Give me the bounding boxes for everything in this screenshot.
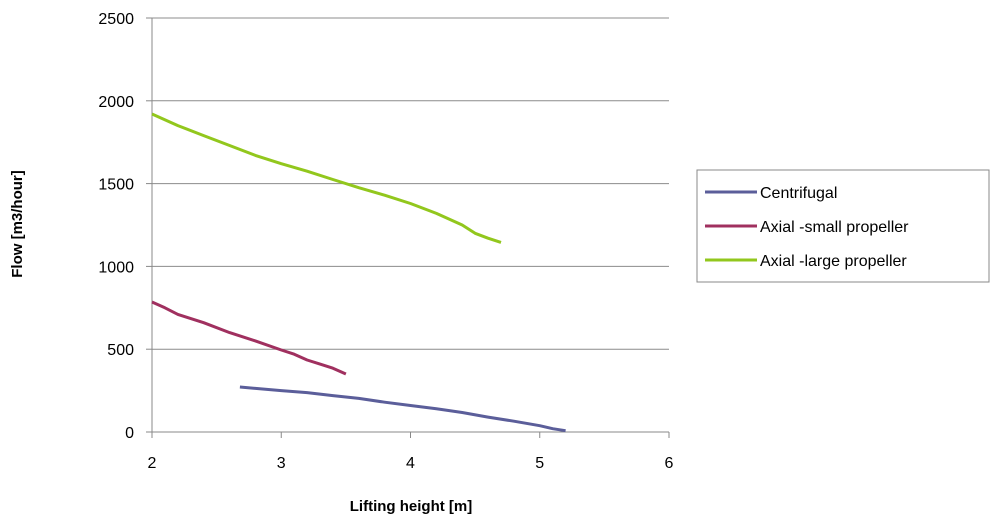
y-tick-label: 0 [125,425,134,442]
y-tick-label: 1500 [98,177,134,194]
x-tick-label: 3 [277,455,286,472]
x-axis-title: Lifting height [m] [350,498,472,515]
y-tick-label: 2500 [98,11,134,28]
x-tick-label: 4 [406,455,415,472]
x-tick-label: 2 [148,455,157,472]
legend-label: Axial -small propeller [760,219,909,236]
y-ticks: 0 500 1000 1500 2000 2500 [98,11,152,442]
series-lines [151,112,566,433]
y-tick-label: 500 [107,342,134,359]
series-line-2 [151,112,502,244]
legend: Centrifugal Axial -small propeller Axial -… [696,169,990,283]
y-tick-label: 1000 [98,259,134,276]
y-tick-label: 2000 [98,94,134,111]
axes [151,18,669,433]
y-axis-title: Flow [m3/hour] [9,170,26,278]
legend-label: Centrifugal [760,185,837,202]
gridlines [152,17,669,350]
x-tick-label: 6 [665,455,674,472]
x-ticks: 2 3 4 5 6 [148,432,674,472]
x-tick-label: 5 [535,455,544,472]
legend-box [696,169,990,283]
series-line-1 [151,300,347,376]
series-line-0 [239,385,566,433]
legend-label: Axial -large propeller [760,253,907,270]
